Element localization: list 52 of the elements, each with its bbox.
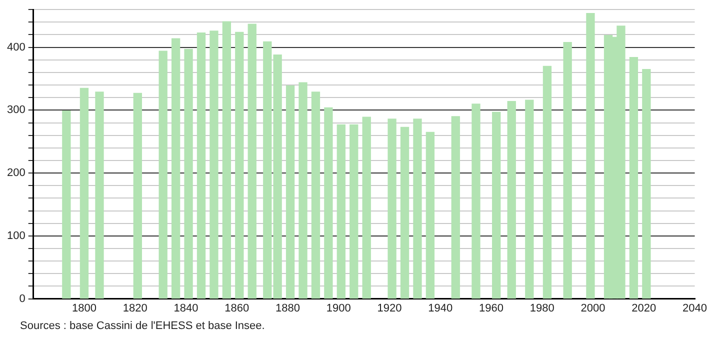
bar bbox=[196, 32, 206, 299]
x-tick-label: 1840 bbox=[174, 302, 198, 314]
bar bbox=[298, 82, 308, 299]
x-tick-label: 1860 bbox=[224, 302, 250, 314]
y-tick-label: 400 bbox=[6, 41, 26, 54]
bar bbox=[388, 118, 396, 299]
bar bbox=[586, 13, 595, 299]
x-tick-label: 1940 bbox=[428, 302, 453, 314]
bar bbox=[400, 126, 410, 299]
bar bbox=[525, 100, 534, 299]
y-tick-label: 300 bbox=[6, 104, 26, 116]
bar bbox=[642, 68, 651, 299]
bar bbox=[235, 32, 244, 299]
bar bbox=[426, 132, 435, 299]
bar bbox=[171, 38, 180, 299]
x-tick-label: 1900 bbox=[326, 302, 351, 314]
x-tick-label: 1960 bbox=[479, 302, 504, 314]
bar bbox=[350, 124, 358, 299]
bar bbox=[80, 88, 89, 299]
bar bbox=[184, 48, 193, 299]
bar bbox=[413, 118, 422, 299]
bar bbox=[62, 110, 71, 299]
bar bbox=[286, 85, 295, 299]
y-tick-label: 200 bbox=[6, 167, 26, 180]
source-note: Sources : base Cassini de l'EHESS et base Insee. bbox=[20, 320, 265, 332]
x-tick-label: 1980 bbox=[530, 302, 554, 314]
y-tick-label: 0 bbox=[19, 292, 26, 305]
bar bbox=[248, 24, 256, 299]
x-tick-label: 1800 bbox=[72, 302, 96, 314]
bar bbox=[95, 92, 104, 299]
bar bbox=[158, 50, 168, 299]
bar bbox=[362, 116, 371, 299]
x-tick-label: 2020 bbox=[632, 302, 656, 314]
bar bbox=[133, 92, 142, 299]
x-tick-label: 1920 bbox=[377, 302, 402, 314]
bar bbox=[336, 124, 346, 299]
bar bbox=[563, 42, 572, 299]
bar bbox=[507, 101, 516, 299]
bar bbox=[311, 92, 320, 299]
x-tick-label: 2000 bbox=[580, 302, 606, 314]
x-tick-label: 1880 bbox=[276, 302, 300, 314]
bar bbox=[472, 104, 480, 299]
x-tick-label: 1820 bbox=[122, 302, 148, 314]
bar bbox=[324, 107, 333, 299]
y-tick-label: 100 bbox=[6, 230, 26, 242]
bar bbox=[492, 112, 501, 299]
bar bbox=[451, 116, 460, 299]
bar bbox=[629, 57, 638, 299]
x-tick-label: 2040 bbox=[682, 302, 708, 314]
bar bbox=[210, 30, 218, 299]
bar bbox=[222, 21, 232, 299]
bar bbox=[542, 66, 552, 299]
